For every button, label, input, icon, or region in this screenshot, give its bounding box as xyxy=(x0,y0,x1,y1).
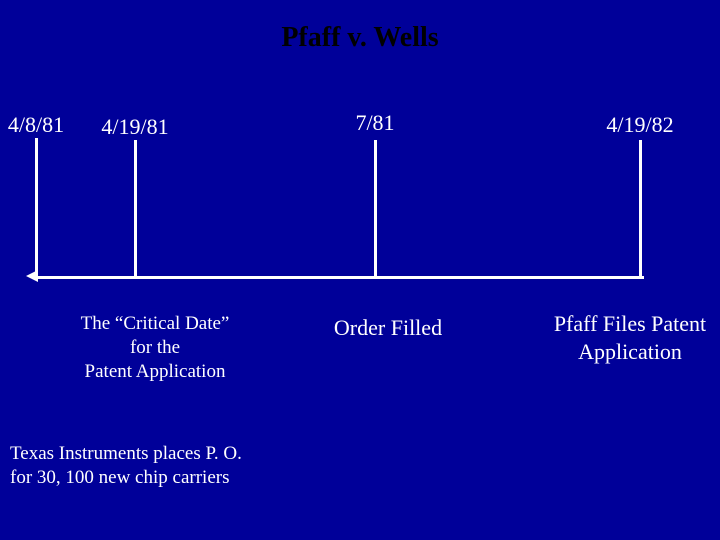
annotation-line: for 30, 100 new chip carriers xyxy=(10,466,290,490)
annotation-ti-po: Texas Instruments places P. O. for 30, 1… xyxy=(10,442,290,490)
timeline-tick-2 xyxy=(134,140,137,278)
timeline-tick-4 xyxy=(639,140,642,278)
annotation-line: Application xyxy=(540,338,720,366)
annotation-pfaff-files: Pfaff Files Patent Application xyxy=(540,310,720,365)
date-label-2: 4/19/81 xyxy=(85,114,185,140)
annotation-line: Pfaff Files Patent xyxy=(540,310,720,338)
annotation-order-filled: Order Filled xyxy=(318,314,458,342)
timeline-tick-1 xyxy=(35,138,38,278)
date-label-3: 7/81 xyxy=(325,110,425,136)
timeline-tick-3 xyxy=(374,140,377,278)
annotation-line: Texas Instruments places P. O. xyxy=(10,442,290,466)
annotation-line: Patent Application xyxy=(65,360,245,384)
date-label-1: 4/8/81 xyxy=(0,112,86,138)
annotation-critical-date: The “Critical Date” for the Patent Appli… xyxy=(65,312,245,383)
annotation-line: The “Critical Date” xyxy=(65,312,245,336)
slide-title: Pfaff v. Wells xyxy=(0,22,720,54)
timeline-baseline xyxy=(36,276,644,279)
date-label-4: 4/19/82 xyxy=(590,112,690,138)
timeline-arrow-icon xyxy=(26,270,38,282)
annotation-line: for the xyxy=(65,336,245,360)
